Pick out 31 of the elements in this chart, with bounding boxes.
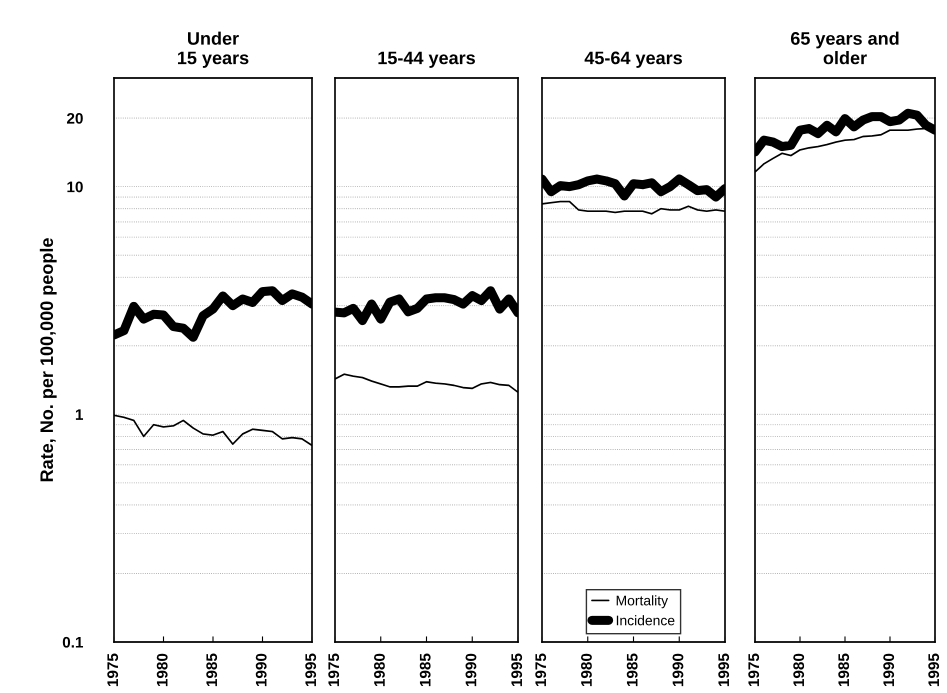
x-tick-label: 1985 bbox=[626, 654, 638, 686]
x-tick-label: 1985 bbox=[838, 654, 850, 686]
y-tick-label: 0.1 bbox=[62, 636, 84, 648]
x-tick-label: 1980 bbox=[581, 654, 592, 686]
x-tick-label: 1995 bbox=[511, 654, 522, 686]
x-tick-label: 1995 bbox=[305, 654, 316, 686]
x-tick-label: 1975 bbox=[328, 654, 340, 686]
x-tick-label: 1995 bbox=[928, 654, 940, 686]
legend-label: Incidence bbox=[616, 615, 674, 626]
x-tick-label: 1975 bbox=[748, 654, 760, 686]
x-tick-label: 1995 bbox=[718, 654, 730, 686]
chart-title: 45-64 years bbox=[584, 52, 682, 68]
y-axis-title: Rate, No. per 100,000 people bbox=[40, 238, 57, 482]
x-tick-label: 1980 bbox=[793, 654, 804, 686]
y-tick-label: 20 bbox=[66, 112, 83, 124]
y-tick-label: 10 bbox=[67, 182, 83, 192]
x-tick-label: 1975 bbox=[535, 654, 546, 686]
x-tick-label: 1980 bbox=[374, 654, 385, 686]
chart-title: 15-44 years bbox=[378, 52, 475, 68]
x-tick-label: 1990 bbox=[256, 654, 267, 686]
legend-label: Mortality bbox=[616, 595, 668, 608]
x-tick-label: 1990 bbox=[466, 654, 476, 686]
x-tick-label: 1980 bbox=[156, 654, 168, 686]
x-tick-label: 1975 bbox=[107, 654, 118, 686]
x-tick-label: 1990 bbox=[883, 654, 894, 686]
y-tick-label: 1 bbox=[76, 409, 84, 420]
chart-title: Under 15 years bbox=[178, 32, 248, 68]
x-tick-label: 1985 bbox=[206, 654, 218, 686]
x-tick-label: 1985 bbox=[420, 654, 431, 686]
x-tick-label: 1990 bbox=[672, 654, 684, 686]
chart-title: 65 years and older bbox=[790, 32, 899, 64]
